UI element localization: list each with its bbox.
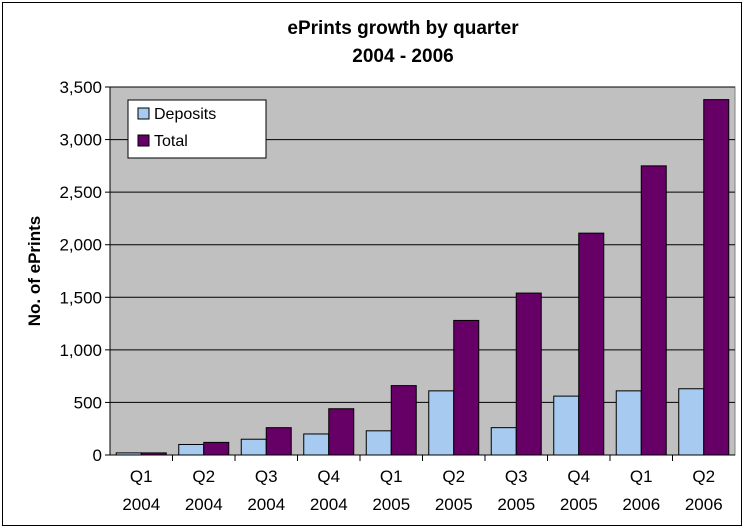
x-tick-label-year: 2005 [497,495,535,514]
bar-total [515,292,542,456]
chart-title-line-1: ePrints growth by quarter [287,18,519,39]
bar-deposits [303,433,330,456]
y-tick-label: 500 [74,393,102,412]
y-axis-title: No. of ePrints [25,216,44,327]
x-tick-label-year: 2005 [435,495,473,514]
x-tick-label-quarter: Q2 [692,467,715,486]
legend-label-total: Total [154,133,188,150]
y-axis-ticks: 0 500 1,000 1,500 2,000 2,500 3,000 3,500 [59,78,110,465]
bar-total [578,232,605,456]
y-tick-label: 2,500 [59,183,102,202]
x-tick-label-quarter: Q4 [567,467,590,486]
bar-deposits [428,390,455,456]
bar-deposits [240,438,267,456]
x-tick-label-year: 2006 [685,495,723,514]
x-tick-label-year: 2004 [310,495,348,514]
bar-deposits [178,443,205,456]
bar-deposits [678,388,705,456]
bar-deposits [615,390,642,456]
bar-total [640,165,667,456]
y-tick-label: 0 [93,446,102,465]
bars [115,99,730,456]
bar-deposits [553,395,580,456]
x-tick-label-quarter: Q2 [442,467,465,486]
x-tick-label-quarter: Q1 [380,467,403,486]
bar-total [703,99,730,456]
chart-title-line-2: 2004 - 2006 [352,46,453,67]
x-tick-label-year: 2005 [560,495,598,514]
y-tick-label: 1,500 [59,288,102,307]
x-tick-label-year: 2004 [122,495,160,514]
bar-total [203,441,230,456]
chart: ePrints growth by quarter 2004 - 2006 0 5… [25,18,736,514]
y-tick-label: 2,000 [59,236,102,255]
y-tick-label: 1,000 [59,341,102,360]
x-tick-label-quarter: Q3 [255,467,278,486]
legend-swatch-total [137,134,150,147]
x-tick-label-year: 2005 [372,495,410,514]
bar-total [390,385,417,456]
x-tick-label-year: 2006 [622,495,660,514]
bar-deposits [365,430,392,456]
legend-swatch-deposits [137,107,150,120]
bar-deposits [490,427,517,456]
bar-total [453,319,480,456]
x-tick-label-year: 2004 [185,495,223,514]
x-tick-label-year: 2004 [247,495,285,514]
y-tick-label: 3,000 [59,131,102,150]
legend-label-deposits: Deposits [154,106,216,123]
legend-box [127,99,267,159]
x-tick-label-quarter: Q4 [317,467,340,486]
legend: Deposits Total [127,99,267,159]
x-tick-label-quarter: Q3 [505,467,528,486]
y-tick-label: 3,500 [59,78,102,97]
bar-total [328,408,355,456]
x-tick-label-quarter: Q2 [192,467,215,486]
x-tick-label-quarter: Q1 [630,467,653,486]
x-axis-ticks: Q1 2004 Q2 2004 Q3 2004 Q4 2004 Q1 2005 Q2 2005 Q3 20… [122,455,723,514]
x-tick-label-quarter: Q1 [130,467,153,486]
bar-total [265,427,292,456]
